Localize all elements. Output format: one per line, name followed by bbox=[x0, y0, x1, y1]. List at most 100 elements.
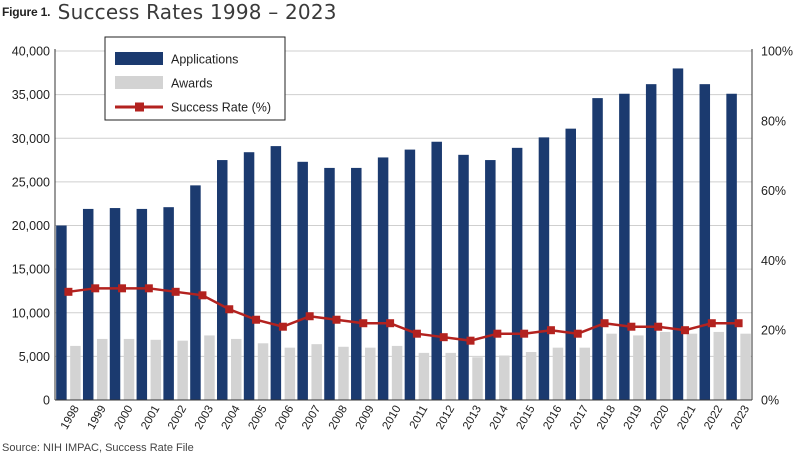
success-rate-marker bbox=[64, 287, 73, 296]
x-tick-label: 2021 bbox=[675, 404, 698, 432]
applications-bar bbox=[109, 208, 121, 400]
x-tick-label: 1998 bbox=[59, 404, 82, 432]
success-rate-marker bbox=[171, 287, 180, 296]
awards-bar bbox=[633, 335, 644, 400]
success-rate-marker bbox=[654, 322, 663, 331]
awards-bar bbox=[311, 344, 322, 400]
x-tick-label: 2016 bbox=[541, 404, 564, 432]
awards-bar bbox=[552, 347, 564, 400]
x-tick-label: 2019 bbox=[622, 404, 645, 432]
awards-bar bbox=[445, 352, 456, 400]
success-rate-marker bbox=[680, 326, 689, 335]
y-right-tick-label: 80% bbox=[761, 114, 786, 128]
success-rate-marker bbox=[707, 319, 716, 328]
applications-bar bbox=[458, 154, 469, 400]
success-rate-marker bbox=[412, 329, 421, 338]
awards-bar bbox=[499, 355, 510, 400]
awards-bar bbox=[284, 347, 296, 400]
success-rate-marker bbox=[225, 305, 234, 314]
awards-bar bbox=[204, 335, 215, 400]
applications-bar bbox=[377, 157, 389, 400]
x-tick-label: 2002 bbox=[166, 404, 189, 432]
legend-label: Awards bbox=[171, 77, 212, 91]
success-rate-marker bbox=[278, 322, 287, 331]
applications-bar bbox=[351, 167, 362, 400]
x-tick-label: 2006 bbox=[273, 404, 296, 432]
legend-label: Applications bbox=[171, 53, 238, 67]
success-rate-marker bbox=[600, 319, 609, 328]
applications-bar bbox=[619, 93, 630, 400]
awards-bar bbox=[391, 345, 403, 400]
x-tick-label: 2012 bbox=[434, 404, 457, 432]
success-rate-marker bbox=[573, 329, 582, 338]
success-rate-line bbox=[68, 287, 739, 342]
x-tick-label: 2017 bbox=[568, 404, 591, 432]
x-tick-label: 2007 bbox=[300, 404, 323, 432]
applications-bar bbox=[190, 185, 201, 400]
applications-bar bbox=[699, 84, 711, 400]
figure-label: Figure 1. bbox=[2, 5, 51, 19]
y-right-tick-label: 40% bbox=[761, 254, 786, 268]
awards-bar bbox=[231, 338, 242, 400]
y-right-tick-label: 100% bbox=[761, 45, 793, 59]
x-tick-label: 2008 bbox=[327, 404, 350, 432]
legend-swatch bbox=[115, 76, 163, 89]
x-tick-label: 2020 bbox=[649, 404, 672, 432]
awards-bar bbox=[713, 331, 725, 400]
x-tick-label: 2015 bbox=[515, 404, 538, 432]
success-rate-marker bbox=[386, 319, 395, 328]
success-rate-marker bbox=[359, 319, 368, 328]
success-rate-marker bbox=[91, 284, 100, 293]
y-right-tick-label: 20% bbox=[761, 324, 786, 338]
applications-bar bbox=[511, 147, 523, 400]
success-rate-marker bbox=[332, 315, 341, 324]
y-right-tick-label: 60% bbox=[761, 184, 786, 198]
x-tick-label: 2014 bbox=[488, 403, 511, 432]
y-left-tick-label: 15,000 bbox=[12, 263, 50, 277]
applications-bar bbox=[136, 208, 148, 400]
applications-bar bbox=[82, 208, 94, 400]
applications-bar bbox=[163, 207, 174, 400]
x-tick-label: 2018 bbox=[595, 404, 618, 432]
success-rate-marker bbox=[439, 333, 448, 342]
y-right-tick-label: 0% bbox=[761, 394, 779, 408]
awards-bar bbox=[418, 352, 430, 400]
applications-bar bbox=[270, 146, 282, 400]
success-rate-marker bbox=[305, 312, 314, 321]
legend-swatch-marker bbox=[135, 102, 144, 112]
awards-bar bbox=[70, 345, 81, 400]
success-rate-marker bbox=[118, 284, 127, 293]
awards-bar bbox=[686, 333, 698, 400]
applications-bar bbox=[592, 98, 603, 401]
x-tick-label: 2011 bbox=[408, 404, 431, 431]
success-rate-marker bbox=[466, 336, 475, 345]
awards-bar bbox=[659, 331, 671, 400]
awards-bar bbox=[740, 333, 751, 400]
success-rate-marker bbox=[627, 322, 636, 331]
y-left-tick-label: 35,000 bbox=[12, 88, 50, 102]
awards-bar bbox=[365, 347, 376, 400]
awards-bar bbox=[150, 339, 162, 400]
success-rate-marker bbox=[520, 329, 529, 338]
applications-bar bbox=[485, 160, 496, 400]
awards-bar bbox=[123, 338, 135, 400]
legend-swatch bbox=[115, 52, 163, 65]
success-rate-marker bbox=[252, 315, 261, 324]
awards-bar bbox=[579, 347, 590, 400]
awards-bar bbox=[257, 343, 269, 400]
y-left-tick-label: 25,000 bbox=[12, 175, 50, 189]
x-tick-label: 2004 bbox=[220, 403, 243, 432]
legend-label: Success Rate (%) bbox=[171, 101, 271, 115]
x-tick-label: 2001 bbox=[139, 404, 162, 432]
x-tick-label: 2009 bbox=[354, 404, 377, 432]
x-tick-label: 2003 bbox=[193, 404, 216, 432]
y-left-tick-label: 40,000 bbox=[12, 45, 50, 59]
applications-bar bbox=[56, 225, 67, 400]
applications-bar bbox=[672, 68, 684, 400]
y-left-tick-label: 10,000 bbox=[12, 306, 50, 320]
x-tick-label: 2010 bbox=[380, 404, 403, 432]
awards-bar bbox=[606, 333, 617, 400]
awards-bar bbox=[177, 340, 188, 400]
chart: 0 5,000 10,000 15,000 20,000 25,000 30,000 35,0… bbox=[12, 36, 793, 432]
x-tick-label: 2022 bbox=[702, 404, 725, 432]
